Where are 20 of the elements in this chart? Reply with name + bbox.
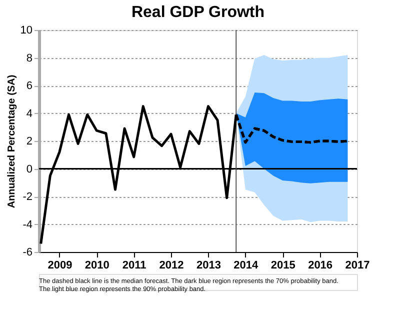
x-tick-label: 2016: [308, 260, 333, 272]
y-tick-label: -2: [22, 191, 32, 203]
y-tick-label: 8: [26, 52, 32, 64]
y-tick-label: 0: [26, 163, 32, 176]
chart-title: Real GDP Growth: [131, 4, 265, 21]
x-tick-label: 2013: [196, 260, 221, 272]
x-tick-label: 2012: [159, 260, 184, 272]
y-tick-label: 2: [26, 136, 32, 148]
y-axis-title: Annualized Percentage (SA): [6, 74, 18, 208]
y-tick-label: 6: [26, 80, 32, 92]
y-tick-label: 4: [26, 108, 32, 120]
x-tick-label: 2009: [48, 260, 72, 272]
y-tick-label: 10: [20, 24, 32, 36]
x-tick-label: 2011: [122, 260, 146, 272]
x-tick-label: 2014: [234, 260, 260, 272]
y-tick-label: -6: [22, 246, 32, 258]
x-tick-label: 2017: [345, 260, 370, 272]
y-tick-label: -4: [22, 218, 32, 231]
x-tick-label: 2015: [270, 260, 296, 272]
x-tick-label: 2010: [84, 260, 110, 272]
